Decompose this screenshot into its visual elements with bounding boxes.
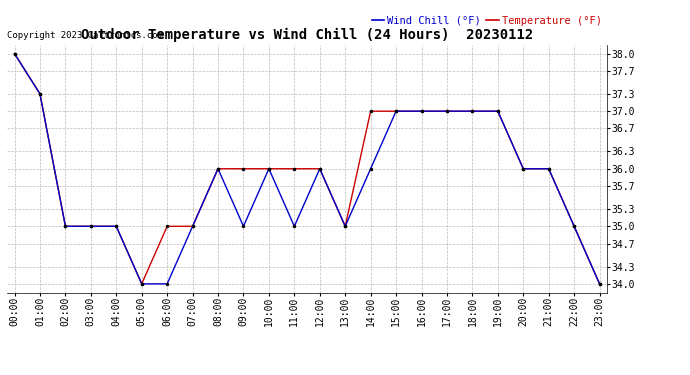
Title: Outdoor Temperature vs Wind Chill (24 Hours)  20230112: Outdoor Temperature vs Wind Chill (24 Ho… [81,28,533,42]
Legend: Wind Chill (°F), Temperature (°F): Wind Chill (°F), Temperature (°F) [372,15,602,26]
Text: Copyright 2023 Cartronics.com: Copyright 2023 Cartronics.com [7,31,163,40]
